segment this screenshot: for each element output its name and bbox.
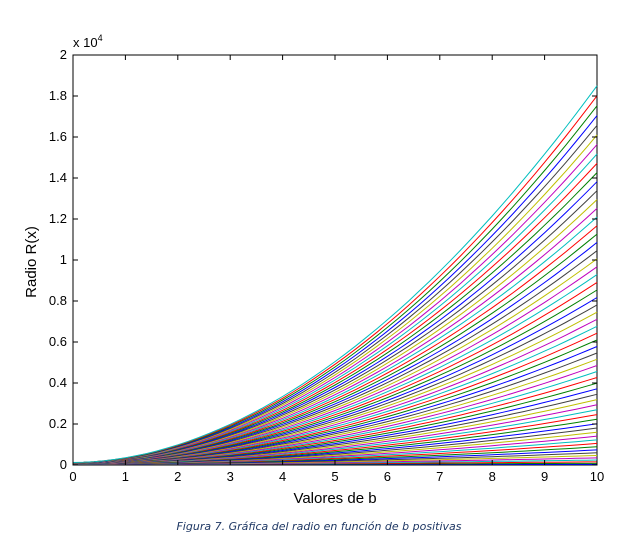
x-tick-label: 3 <box>227 469 234 484</box>
x-tick-label: 1 <box>122 469 129 484</box>
x-tick-label: 0 <box>69 469 76 484</box>
radius-chart: 0 1 2 3 4 5 6 7 8 9 1000.20.40.60.811.21.41.61.82 … <box>23 33 604 507</box>
y-tick-label: 0.2 <box>49 416 67 431</box>
x-tick-label: 6 <box>384 469 391 484</box>
y-axis-label: Radio R(x) <box>23 226 40 298</box>
y-tick-label: 2 <box>60 47 67 62</box>
x-tick-label: 8 <box>489 469 496 484</box>
y-tick-label: 1.4 <box>49 170 67 185</box>
x-tick-label: 4 <box>279 469 286 484</box>
series-group <box>72 85 598 465</box>
y-tick-label: 0 <box>60 457 67 472</box>
x-tick-label: 9 <box>541 469 548 484</box>
y-tick-label: 1 <box>60 252 67 267</box>
x-tick-label: 10 <box>590 469 604 484</box>
y-tick-label: 1.8 <box>49 88 67 103</box>
x-tick-label: 5 <box>331 469 338 484</box>
y-tick-label: 0.6 <box>49 334 67 349</box>
x-axis-label: Valores de b <box>293 490 376 507</box>
y-tick-label: 0.8 <box>49 293 67 308</box>
x-tick-label: 2 <box>174 469 181 484</box>
y-scale-label: x 104 <box>73 33 103 50</box>
series-line <box>72 85 598 463</box>
x-tick-label: 7 <box>436 469 443 484</box>
y-tick-label: 1.2 <box>49 211 67 226</box>
figure-caption: Figura 7. Gráfica del radio en función d… <box>176 520 462 533</box>
y-tick-label: 1.6 <box>49 129 67 144</box>
y-tick-label: 0.4 <box>49 375 67 390</box>
y-scale-exponent: 4 <box>98 33 103 43</box>
ticks-group: 0 1 2 3 4 5 6 7 8 9 10 0 0.2 0.4 0.6 0.8 1 1.2 1.4 1.6 1.8 2 <box>49 47 604 484</box>
